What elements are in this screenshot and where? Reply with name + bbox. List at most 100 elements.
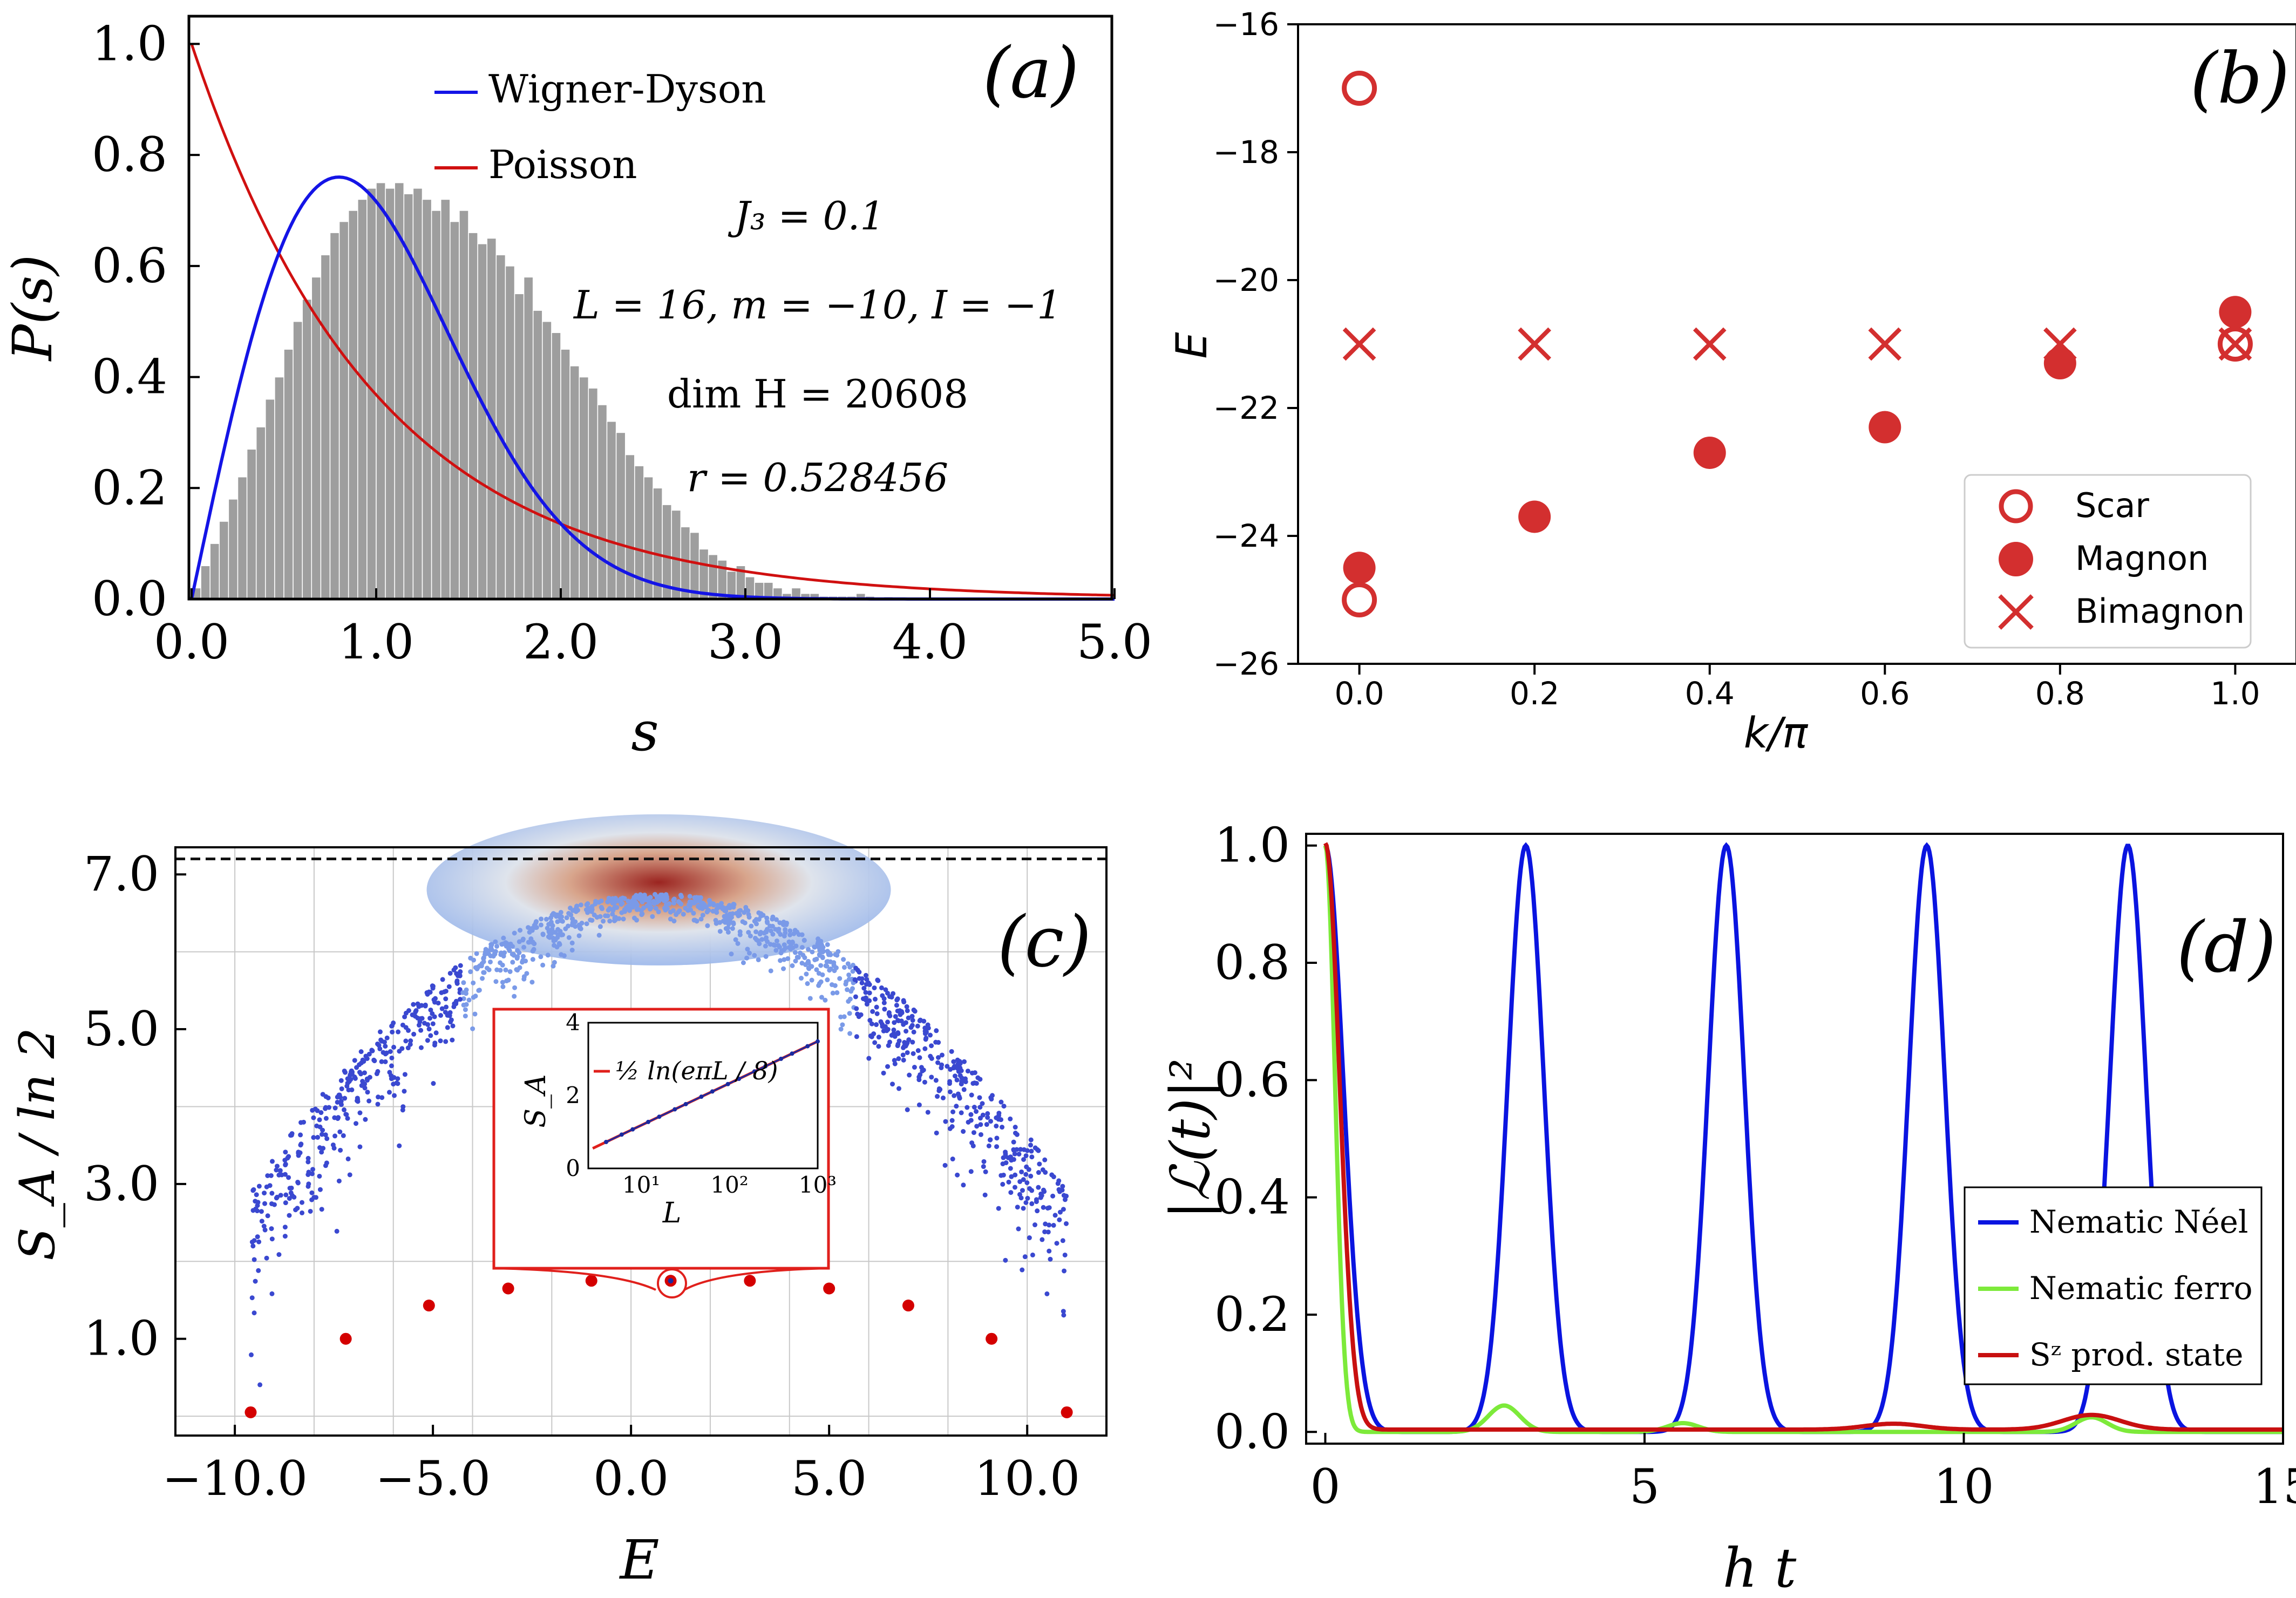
legend-poisson-label: Poisson [488, 142, 637, 187]
d-xlabel: h t [1723, 1536, 1797, 1598]
inset-ylabel: S_A [520, 1074, 552, 1127]
eigenstate-dot [982, 1192, 988, 1198]
eigenstate-dot [566, 935, 572, 940]
c-eigenstate-cloud [248, 814, 1069, 1388]
histogram-bar [376, 182, 386, 600]
eigenstate-dot [1008, 1166, 1013, 1171]
eigenstate-dot [974, 1109, 979, 1114]
eigenstate-dot [869, 1021, 874, 1026]
c-ytick-label: 3.0 [84, 1156, 159, 1212]
eigenstate-dot [834, 990, 840, 995]
eigenstate-dot [850, 969, 855, 974]
eigenstate-dot [804, 971, 809, 977]
eigenstate-dot [1036, 1148, 1041, 1153]
eigenstate-dot [558, 909, 563, 915]
eigenstate-dot [989, 1097, 994, 1102]
eigenstate-dot [791, 931, 797, 936]
eigenstate-dot [790, 940, 796, 946]
eigenstate-dot [922, 1046, 928, 1051]
eigenstate-dot [445, 1025, 450, 1030]
eigenstate-dot [713, 917, 718, 923]
a-xtick-label: 4.0 [892, 614, 968, 670]
eigenstate-dot [1057, 1209, 1063, 1215]
eigenstate-dot [984, 1122, 989, 1127]
b-xlabel: k/π [1744, 709, 1808, 758]
eigenstate-dot [668, 909, 673, 915]
eigenstate-dot [759, 937, 765, 942]
eigenstate-dot [886, 1043, 891, 1048]
eigenstate-dot [526, 940, 531, 945]
eigenstate-dot [314, 1123, 320, 1128]
eigenstate-dot [1047, 1205, 1052, 1211]
eigenstate-dot [653, 892, 658, 897]
histogram-bar [551, 332, 561, 600]
eigenstate-dot [768, 968, 773, 974]
histogram-bar [689, 532, 700, 600]
eigenstate-dot [978, 1132, 983, 1137]
eigenstate-dot [484, 950, 490, 955]
eigenstate-dot [375, 1101, 381, 1107]
eigenstate-dot [749, 923, 754, 929]
eigenstate-dot [584, 921, 589, 927]
eigenstate-dot [524, 971, 529, 976]
eigenstate-dot [1017, 1192, 1022, 1197]
annotation-j3: J₃ = 0.1 [728, 193, 885, 239]
eigenstate-dot [458, 963, 463, 968]
eigenstate-dot [438, 1013, 444, 1018]
eigenstate-dot [863, 995, 868, 1001]
eigenstate-dot [959, 1082, 964, 1087]
eigenstate-dot [996, 1206, 1001, 1211]
eigenstate-dot [1025, 1195, 1030, 1201]
eigenstate-dot [786, 945, 792, 950]
eigenstate-dot [323, 1116, 329, 1121]
eigenstate-dot [891, 1027, 896, 1032]
eigenstate-dot [773, 917, 779, 922]
eigenstate-dot [1008, 1116, 1013, 1121]
eigenstate-dot [415, 1001, 420, 1007]
eigenstate-dot [500, 980, 505, 985]
eigenstate-dot [464, 987, 469, 992]
eigenstate-dot [830, 990, 835, 996]
eigenstate-dot [792, 950, 798, 955]
eigenstate-dot [425, 1022, 431, 1027]
eigenstate-dot [879, 985, 884, 990]
eigenstate-dot [831, 963, 837, 968]
eigenstate-dot [790, 945, 796, 950]
eigenstate-dot [1020, 1267, 1025, 1273]
eigenstate-dot [737, 929, 743, 935]
eigenstate-dot [547, 935, 552, 940]
eigenstate-dot [1044, 1291, 1050, 1296]
histogram-bar [228, 499, 239, 600]
inset-zoom-circle [657, 1268, 687, 1298]
legend-bimagnon-label: Bimagnon [2075, 591, 2245, 631]
bimagnon-marker [1518, 327, 1551, 361]
eigenstate-dot [896, 1086, 902, 1091]
eigenstate-dot [521, 944, 527, 950]
eigenstate-dot [735, 941, 741, 946]
eigenstate-dot [265, 1213, 270, 1219]
c-ylabel: S_A / ln 2 [9, 1028, 66, 1261]
eigenstate-dot [912, 1009, 918, 1014]
eigenstate-dot [352, 1058, 357, 1063]
tower-state-dot [902, 1300, 914, 1312]
eigenstate-dot [335, 1116, 341, 1121]
eigenstate-dot [925, 1110, 930, 1115]
eigenstate-dot [841, 964, 847, 970]
eigenstate-dot [338, 1102, 344, 1107]
eigenstate-dot [606, 895, 612, 901]
eigenstate-dot [694, 899, 699, 905]
eigenstate-dot [347, 1172, 352, 1178]
eigenstate-dot [396, 1029, 401, 1035]
eigenstate-dot [664, 894, 669, 900]
eigenstate-dot [505, 943, 511, 949]
b-ytick-label: −26 [1213, 645, 1279, 682]
eigenstate-dot [950, 1157, 955, 1162]
eigenstate-dot [910, 1018, 915, 1023]
eigenstate-dot [324, 1160, 329, 1166]
eigenstate-dot [857, 969, 862, 975]
eigenstate-dot [514, 967, 519, 973]
histogram-bar [505, 266, 515, 600]
eigenstate-dot [934, 1130, 939, 1135]
eigenstate-dot [721, 905, 726, 910]
eigenstate-dot [400, 1107, 405, 1113]
